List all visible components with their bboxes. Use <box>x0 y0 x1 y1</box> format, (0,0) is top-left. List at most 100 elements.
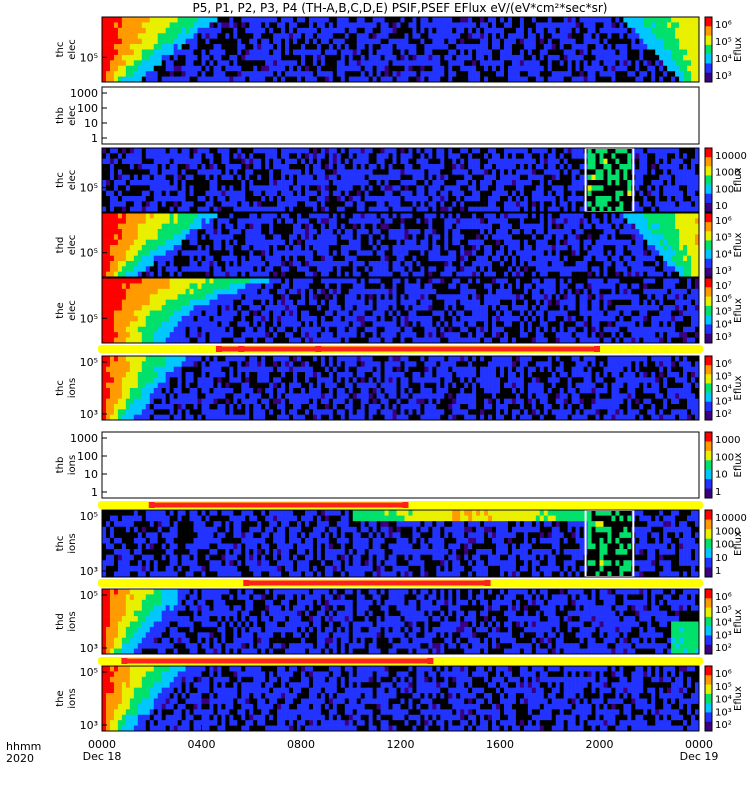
spectrogram-cell <box>261 261 266 267</box>
spectrogram-cell <box>332 250 338 256</box>
spectrogram-cell <box>197 245 202 251</box>
spectrogram-cell <box>153 174 159 181</box>
spectrogram-cell <box>253 196 258 202</box>
spectrogram-cell <box>511 60 517 67</box>
spectrogram-cell <box>133 229 139 235</box>
spectrogram-cell <box>535 76 541 83</box>
spectrogram-cell <box>233 27 238 34</box>
spectrogram-cell <box>185 44 190 50</box>
spectrogram-cell <box>615 158 620 165</box>
spectrogram-cell <box>384 250 389 256</box>
spectrogram-cell <box>293 229 298 235</box>
spectrogram-cell <box>289 38 294 45</box>
spectrogram-cell <box>476 223 481 230</box>
spectrogram-cell <box>519 54 525 61</box>
spectrogram-cell <box>312 22 318 29</box>
spectrogram-cell <box>619 169 624 175</box>
spectrogram-cell <box>539 65 545 72</box>
spectrogram-cell <box>157 196 162 202</box>
spectrogram-cell <box>149 213 155 219</box>
spectrogram-cell <box>102 271 107 278</box>
spectrogram-cell <box>492 271 497 278</box>
spectrogram-cell <box>237 218 242 224</box>
spectrogram-cell <box>340 185 346 191</box>
spectrogram-cell <box>603 49 608 56</box>
spectrogram-cell <box>464 250 469 256</box>
spectrogram-cell <box>133 38 139 45</box>
spectrogram-cell <box>340 169 346 175</box>
spectrogram-cell <box>177 261 182 267</box>
colorbar-step <box>705 207 712 211</box>
spectrogram-cell <box>316 158 322 165</box>
spectrogram-cell <box>137 33 143 39</box>
spectrogram-cell <box>488 169 493 175</box>
spectrogram-cell <box>177 153 182 159</box>
spectrogram-cell <box>324 196 330 202</box>
spectrogram-cell <box>655 65 660 72</box>
spectrogram-cell <box>691 33 696 39</box>
spectrogram-cell <box>396 255 401 262</box>
spectrogram-cell <box>201 234 206 240</box>
spectrogram-cell <box>635 17 640 23</box>
spectrogram-cell <box>635 180 640 186</box>
spectrogram-cell <box>392 206 397 213</box>
spectrogram-cell <box>607 71 612 77</box>
spectrogram-cell <box>436 38 441 45</box>
spectrogram-cell <box>352 174 358 181</box>
spectrogram-cell <box>448 213 453 219</box>
spectrogram-cell <box>285 201 290 207</box>
spectrogram-cell <box>396 245 401 251</box>
spectrogram-cell <box>269 153 274 159</box>
spectrogram-cell <box>356 239 361 246</box>
spectrogram-cell <box>197 65 202 72</box>
spectrogram-cell <box>109 54 115 61</box>
spectrogram-cell <box>293 261 298 267</box>
spectrogram-cell <box>344 164 350 170</box>
spectrogram-cell <box>332 158 338 165</box>
spectrogram-cell <box>169 44 174 50</box>
spectrogram-cell <box>181 239 186 246</box>
spectrogram-cell <box>269 174 274 181</box>
spectrogram-cell <box>428 213 433 219</box>
panel-0-frame <box>101 16 700 83</box>
spectrogram-cell <box>563 206 568 213</box>
spectrogram-cell <box>500 158 505 165</box>
spectrogram-cell <box>328 17 334 23</box>
spectrogram-cell <box>285 169 290 175</box>
spectrogram-cell <box>543 44 549 50</box>
spectrogram-cell <box>655 148 660 154</box>
spectrogram-cell <box>472 65 477 72</box>
spectrogram-cell <box>340 65 346 72</box>
spectrogram-cell <box>488 180 493 186</box>
spectrogram-cell <box>468 164 473 170</box>
spectrogram-cell <box>320 71 326 77</box>
spectrogram-cell <box>185 218 190 224</box>
spectrogram-cell <box>492 153 497 159</box>
spectrogram-cell <box>563 71 568 77</box>
spectrogram-cell <box>137 213 143 219</box>
spectrogram-cell <box>185 158 190 165</box>
spectrogram-cell <box>221 196 226 202</box>
spectrogram-cell <box>340 245 346 251</box>
spectrogram-cell <box>149 190 155 197</box>
spectrogram-cell <box>587 33 592 39</box>
spectrogram-cell <box>293 223 298 230</box>
spectrogram-cell <box>117 164 123 170</box>
spectrogram-cell <box>301 174 306 181</box>
spectrogram-cell <box>571 153 576 159</box>
spectrogram-cell <box>599 54 604 61</box>
spectrogram-cell <box>452 174 457 181</box>
spectrogram-cell <box>408 201 413 207</box>
spectrogram-cell <box>627 22 632 29</box>
spectrogram-cell <box>169 153 174 159</box>
spectrogram-cell <box>651 196 656 202</box>
spectrogram-cell <box>261 190 266 197</box>
spectrogram-cell <box>388 54 393 61</box>
spectrogram-cell <box>320 17 326 23</box>
spectrogram-cell <box>619 27 624 34</box>
spectrogram-cell <box>555 33 560 39</box>
spectrogram-cell <box>117 174 123 181</box>
spectrogram-cell <box>384 49 389 56</box>
spectrogram-cell <box>177 218 182 224</box>
spectrogram-cell <box>384 266 389 272</box>
